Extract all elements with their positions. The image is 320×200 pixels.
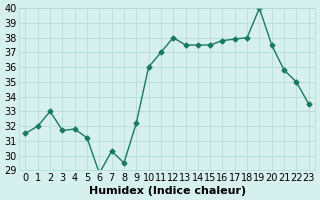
X-axis label: Humidex (Indice chaleur): Humidex (Indice chaleur) — [89, 186, 246, 196]
